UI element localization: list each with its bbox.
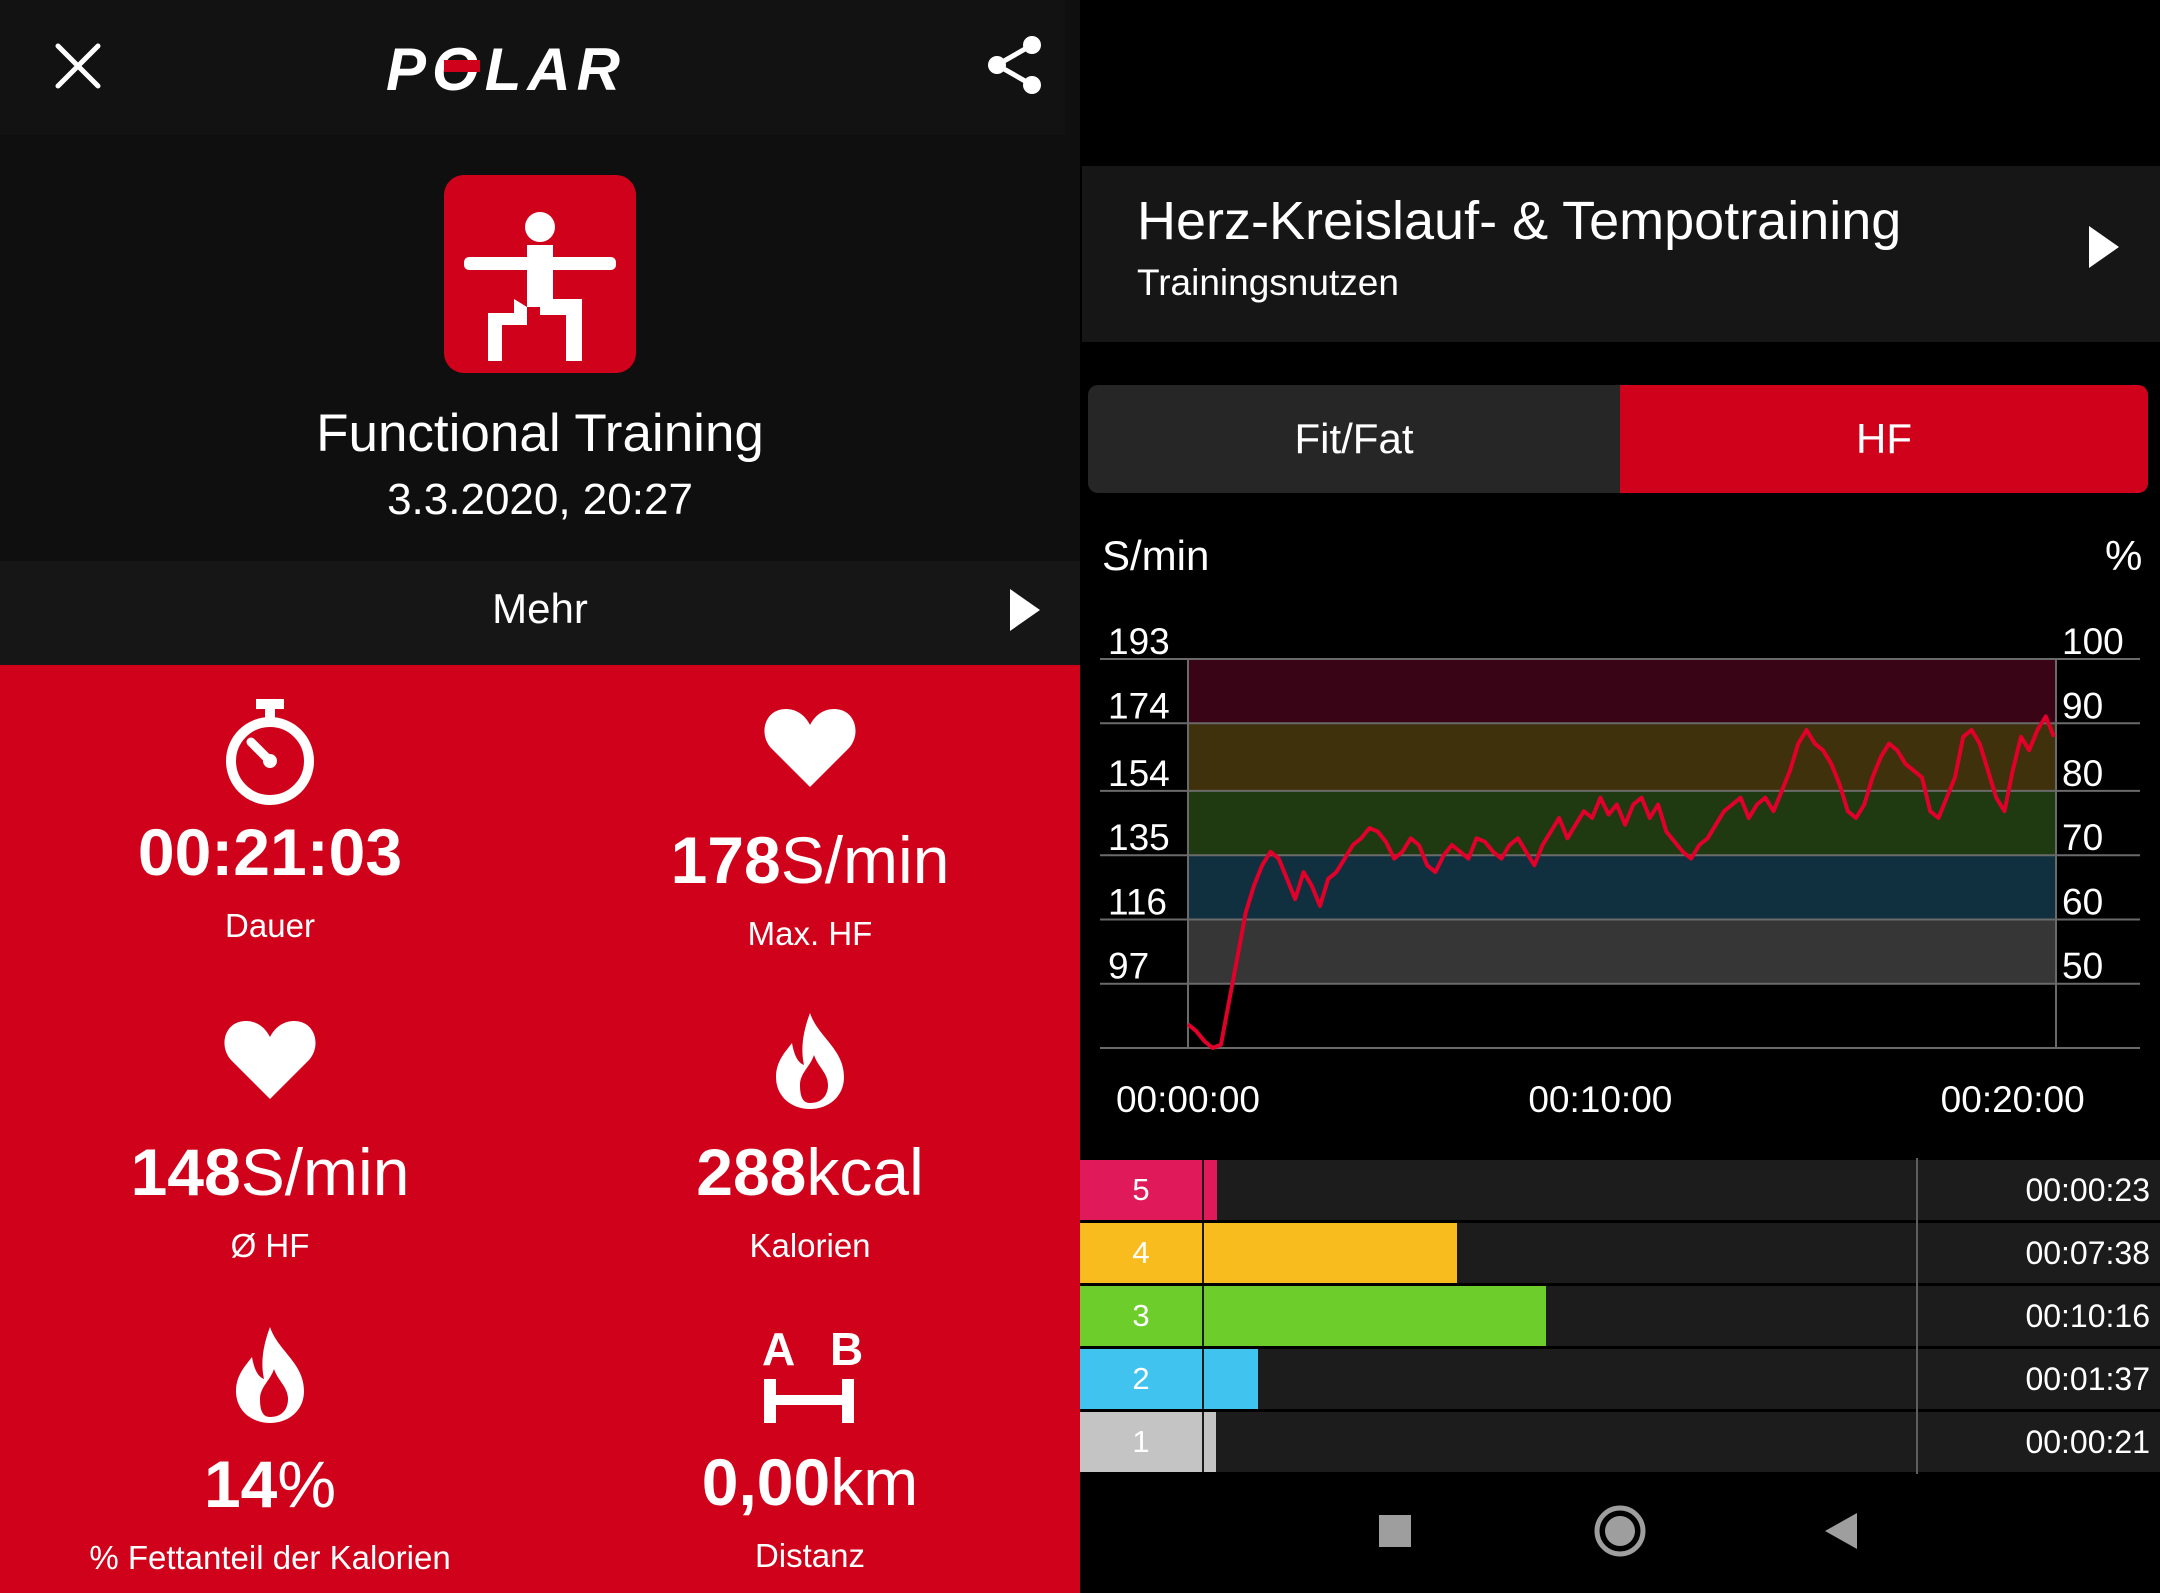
flame-icon (236, 1327, 304, 1423)
y-tick-left: 135 (1108, 817, 1170, 858)
y-tick-right: 100 (2062, 621, 2124, 662)
zone-time-bar (1204, 1349, 1258, 1409)
zone-row-3: 3 00:10:16 (1080, 1286, 2160, 1346)
y-tick-right: 70 (2062, 817, 2103, 858)
sport-title: Functional Training (316, 404, 764, 463)
functional-training-icon (444, 175, 636, 373)
stat-duration-value: 00:21:03 (137, 815, 403, 889)
zone-divider (1916, 1158, 1918, 1474)
zone-time: 00:00:23 (2025, 1172, 2150, 1208)
stat-avg-hr-label: Ø HF (230, 1227, 310, 1264)
polar-logo-text: POLAR (386, 36, 626, 98)
stat-distance-value: 0,00km (701, 1445, 919, 1519)
top-bar: POLAR (0, 0, 1065, 135)
hr-zone-breakdown: 5 00:00:23 4 00:07:38 3 00:10:16 2 00:01:37 1 00:… (1080, 1158, 2160, 1474)
stat-fat-percent-label: % Fettanteil der Kalorien (89, 1539, 451, 1576)
distance-ab-icon: A B (762, 1323, 863, 1423)
hr-zone-band-1 (1189, 919, 2055, 984)
more-label: Mehr (492, 585, 588, 632)
svg-text:A: A (762, 1323, 795, 1375)
stopwatch-icon (226, 699, 314, 805)
zone-time: 00:10:16 (2025, 1298, 2150, 1334)
system-nav-bar (1080, 1474, 2160, 1593)
hr-series-line (1186, 714, 2056, 1050)
stat-distance-label: Distanz (754, 1537, 866, 1574)
training-benefit-subtitle: Trainingsnutzen (1137, 262, 1399, 303)
zone-time-bar (1204, 1286, 1546, 1346)
y-tick-left: 193 (1108, 621, 1170, 662)
stat-calories-label: Kalorien (749, 1227, 871, 1264)
chevron-right-icon (1010, 589, 1040, 631)
stat-duration: 00:21:03 Dauer (0, 697, 540, 945)
stat-duration-label: Dauer (225, 907, 315, 944)
tab-hf[interactable]: HF (1620, 385, 2148, 493)
zone-time-bar (1204, 1223, 1458, 1283)
chevron-right-icon (2089, 226, 2119, 268)
stats-grid: 00:21:03 Dauer 178S/min Max. HF 148S/min… (0, 665, 1080, 1593)
polar-logo: POLAR (386, 36, 626, 98)
stat-fat-percent-value: 14% (203, 1447, 337, 1521)
hr-zone-band-4 (1189, 723, 2055, 791)
zone-time-bar (1204, 1160, 1217, 1220)
y-axis-unit-left: S/min (1102, 532, 1210, 579)
zone-row-5: 5 00:00:23 (1080, 1160, 2160, 1220)
tab-fit-fat[interactable]: Fit/Fat (1294, 415, 1414, 462)
y-tick-left: 154 (1108, 753, 1170, 794)
session-summary-panel: POLAR Functional Training 3.3.2020, 20:2… (0, 0, 1080, 1593)
zone-row-2: 2 00:01:37 (1080, 1349, 2160, 1409)
zone-row-4: 4 00:07:38 (1080, 1223, 2160, 1283)
stat-calories: 288kcal Kalorien (540, 1011, 1080, 1265)
y-tick-left: 116 (1108, 881, 1167, 922)
stat-avg-hr-value: 148S/min (130, 1135, 410, 1209)
y-tick-left: 97 (1108, 946, 1149, 987)
y-tick-right: 80 (2062, 753, 2103, 794)
zone-time: 00:01:37 (2025, 1361, 2150, 1397)
session-date: 3.3.2020, 20:27 (387, 475, 693, 524)
stat-max-hr-label: Max. HF (747, 915, 873, 952)
back-triangle-icon[interactable] (1824, 1512, 1858, 1550)
x-tick: 00:10:00 (1528, 1079, 1672, 1120)
share-icon[interactable] (982, 32, 1048, 98)
circle-icon[interactable] (1593, 1504, 1647, 1558)
flame-icon (776, 1013, 844, 1109)
x-tick: 00:00:00 (1116, 1079, 1260, 1120)
zone-time: 00:00:21 (2025, 1424, 2150, 1460)
zone-number: 2 (1080, 1349, 1202, 1409)
training-benefit-title: Herz-Kreislauf- & Tempotraining (1137, 191, 1902, 251)
stat-avg-hr: 148S/min Ø HF (0, 1017, 540, 1265)
session-header: Functional Training 3.3.2020, 20:27 (0, 135, 1065, 561)
zone-number: 5 (1080, 1160, 1202, 1220)
y-tick-left: 174 (1108, 685, 1170, 726)
chart-tabs: Fit/Fat HF (1088, 385, 2148, 493)
stat-fat-percent: 14% % Fettanteil der Kalorien (0, 1325, 540, 1577)
heart-icon (224, 1021, 316, 1099)
stat-max-hr: 178S/min Max. HF (540, 705, 1080, 953)
hr-zone-band-2 (1189, 855, 2055, 920)
zone-number: 1 (1080, 1412, 1202, 1472)
zone-time-bar (1204, 1412, 1216, 1472)
x-tick: 00:20:00 (1941, 1079, 2085, 1120)
square-icon[interactable] (1378, 1514, 1412, 1548)
zone-number: 3 (1080, 1286, 1202, 1346)
svg-text:B: B (830, 1323, 863, 1375)
training-benefit-row[interactable]: Herz-Kreislauf- & Tempotraining Training… (1082, 166, 2160, 342)
stat-distance: A B 0,00km Distanz (540, 1323, 1080, 1575)
zone-number: 4 (1080, 1223, 1202, 1283)
y-axis-unit-right: % (2105, 532, 2143, 579)
y-tick-right: 90 (2062, 685, 2103, 726)
close-icon[interactable] (48, 36, 108, 96)
heart-rate-chart: 193 174 154 135 116 97 100 90 80 70 60 50 00:00:00 00… (1100, 621, 2140, 1120)
y-tick-right: 50 (2062, 946, 2103, 987)
heart-icon (764, 709, 856, 787)
stat-calories-value: 288kcal (696, 1135, 924, 1209)
more-details-row[interactable]: Mehr (0, 561, 1080, 665)
zone-time: 00:07:38 (2025, 1235, 2150, 1271)
y-tick-right: 60 (2062, 881, 2103, 922)
hr-zone-band-5 (1189, 659, 2055, 724)
stat-max-hr-value: 178S/min (670, 823, 950, 897)
hr-zone-band-3 (1189, 790, 2055, 856)
zone-row-1: 1 00:00:21 (1080, 1412, 2160, 1472)
